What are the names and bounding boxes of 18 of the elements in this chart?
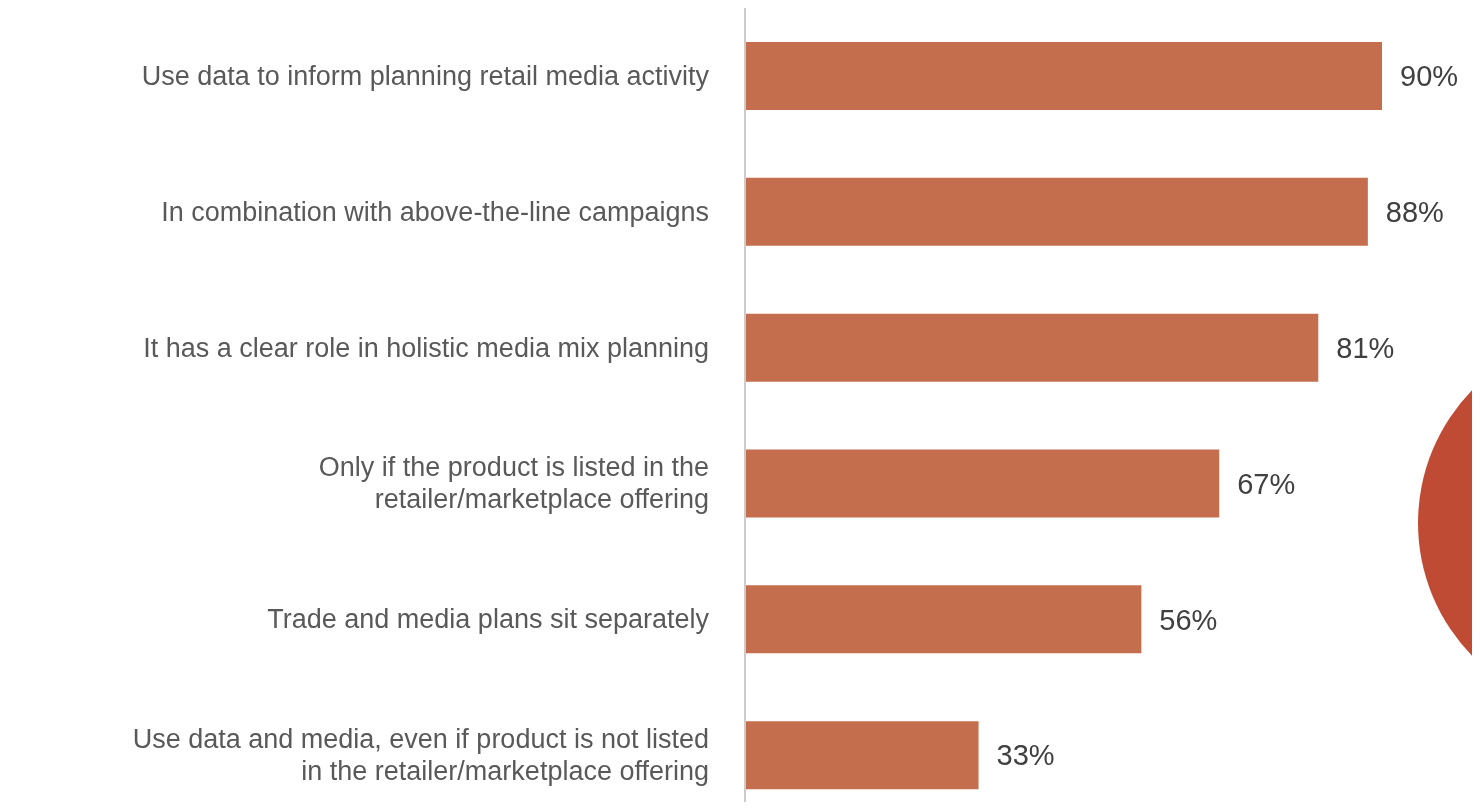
y-tick-label: Use data to inform planning retail media activity bbox=[141, 60, 710, 91]
y-tick-label: Use data and media, even if product is not listed in the retailer/marketplace offering bbox=[132, 724, 709, 787]
bar bbox=[745, 721, 979, 790]
y-tick-label: In combination with above-the-line campaigns bbox=[161, 196, 709, 227]
data-label: 88% bbox=[1385, 196, 1444, 229]
y-tick-label: Only if the product is listed in the retailer/marketplace offering bbox=[318, 452, 709, 515]
data-label: 90% bbox=[1400, 60, 1459, 93]
bar bbox=[745, 449, 1220, 518]
bar bbox=[745, 41, 1382, 110]
bar bbox=[745, 585, 1142, 654]
bar bbox=[745, 313, 1319, 382]
bar bbox=[745, 177, 1368, 246]
data-label: 81% bbox=[1336, 331, 1395, 364]
data-label: 67% bbox=[1237, 467, 1296, 500]
data-label: 56% bbox=[1159, 603, 1218, 636]
data-label: 33% bbox=[996, 739, 1055, 772]
y-tick-label: Trade and media plans sit separately bbox=[267, 604, 710, 635]
y-tick-label: It has a clear role in holistic media mix planning bbox=[143, 332, 709, 363]
